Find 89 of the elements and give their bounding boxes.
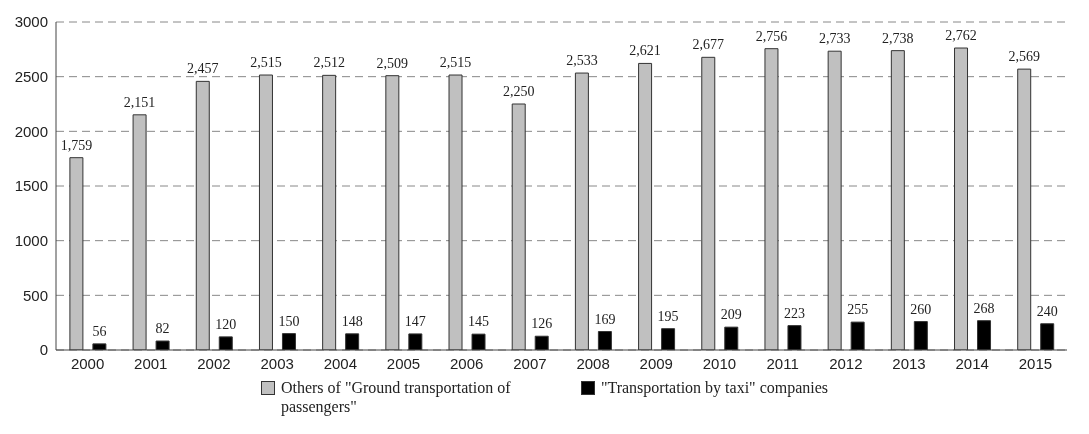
bar — [977, 320, 992, 350]
data-label: 268 — [973, 300, 995, 316]
data-label: 2,457 — [187, 61, 219, 77]
bar — [511, 103, 526, 350]
bar — [408, 333, 423, 350]
data-label: 2,515 — [250, 55, 282, 71]
x-tick-label: 2011 — [766, 354, 799, 372]
data-label: 150 — [278, 313, 300, 329]
bar — [69, 157, 84, 350]
bar — [534, 335, 549, 350]
x-tick-label: 2013 — [892, 354, 926, 372]
bar — [701, 56, 716, 350]
data-label: 2,250 — [502, 84, 535, 99]
bar — [638, 62, 653, 350]
data-label: 2,756 — [755, 28, 788, 44]
legend-label: "Transportation by taxi" companies — [600, 378, 829, 397]
y-tick-label: 1500 — [14, 177, 48, 195]
data-label: 120 — [215, 316, 237, 332]
bar — [258, 74, 273, 350]
bar — [574, 72, 589, 350]
x-tick-label: 2000 — [70, 354, 105, 372]
bar — [195, 80, 210, 350]
data-label: 2,509 — [376, 55, 409, 71]
data-label: 147 — [404, 313, 426, 329]
data-label: 255 — [847, 302, 869, 318]
data-label: 2,738 — [882, 30, 914, 46]
x-tick-label: 2005 — [386, 354, 421, 372]
data-label: 260 — [910, 301, 932, 317]
x-tick-label: 2007 — [513, 354, 547, 372]
data-label: 1,759 — [60, 137, 93, 153]
bar — [132, 114, 147, 350]
y-tick-label: 500 — [22, 286, 48, 304]
x-tick-label: 2003 — [260, 354, 294, 372]
data-label: 2,533 — [566, 53, 598, 69]
bar — [385, 75, 400, 350]
bar — [448, 74, 463, 350]
data-label: 2,677 — [692, 37, 725, 53]
bar — [597, 331, 612, 350]
bar — [913, 321, 928, 350]
data-label: 2,151 — [123, 94, 156, 110]
x-tick-label: 2004 — [323, 354, 358, 372]
bar — [322, 74, 337, 350]
bar — [471, 333, 486, 350]
x-tick-label: 2009 — [639, 354, 673, 372]
bar — [661, 328, 676, 350]
x-tick-label: 2015 — [1018, 354, 1053, 372]
x-tick-label: 2002 — [197, 354, 231, 372]
bar — [827, 50, 842, 350]
bar — [890, 50, 905, 350]
data-label: 2,569 — [1008, 49, 1040, 65]
bar — [218, 336, 233, 350]
bar — [850, 321, 865, 350]
data-label: 2,512 — [313, 55, 345, 71]
y-tick-label: 0 — [39, 341, 48, 359]
bar — [764, 48, 779, 350]
bar — [345, 333, 360, 350]
y-tick-label: 1000 — [14, 231, 48, 249]
data-label: 223 — [783, 305, 805, 321]
x-tick-label: 2012 — [829, 354, 863, 372]
y-tick-label: 2000 — [14, 122, 48, 140]
data-label: 240 — [1036, 303, 1058, 319]
x-tick-label: 2008 — [576, 354, 610, 372]
data-label: 2,733 — [818, 31, 851, 47]
data-label: 82 — [155, 321, 170, 337]
data-label: 2,762 — [945, 28, 977, 44]
x-tick-label: 2010 — [702, 354, 737, 372]
bar — [92, 343, 107, 350]
data-label: 148 — [341, 313, 363, 329]
bar — [155, 340, 170, 350]
data-label: 195 — [657, 308, 679, 324]
bar — [724, 326, 739, 350]
bar — [787, 325, 802, 350]
data-label: 169 — [594, 311, 616, 327]
x-tick-label: 2001 — [134, 354, 168, 372]
data-label: 56 — [92, 323, 107, 339]
bar — [1017, 68, 1032, 350]
data-label: 126 — [531, 316, 553, 332]
data-label: 209 — [720, 307, 742, 323]
x-tick-label: 2006 — [450, 354, 484, 372]
bar — [954, 47, 969, 350]
data-label: 145 — [468, 314, 490, 330]
y-tick-label: 2500 — [14, 67, 48, 85]
y-tick-label: 3000 — [14, 13, 48, 31]
data-label: 2,621 — [629, 43, 661, 59]
bar — [1040, 323, 1055, 350]
bar — [281, 333, 296, 350]
legend-label: Others of "Ground transportation of passengers" — [280, 378, 512, 416]
data-label: 2,515 — [439, 55, 472, 71]
x-tick-label: 2014 — [955, 354, 989, 372]
